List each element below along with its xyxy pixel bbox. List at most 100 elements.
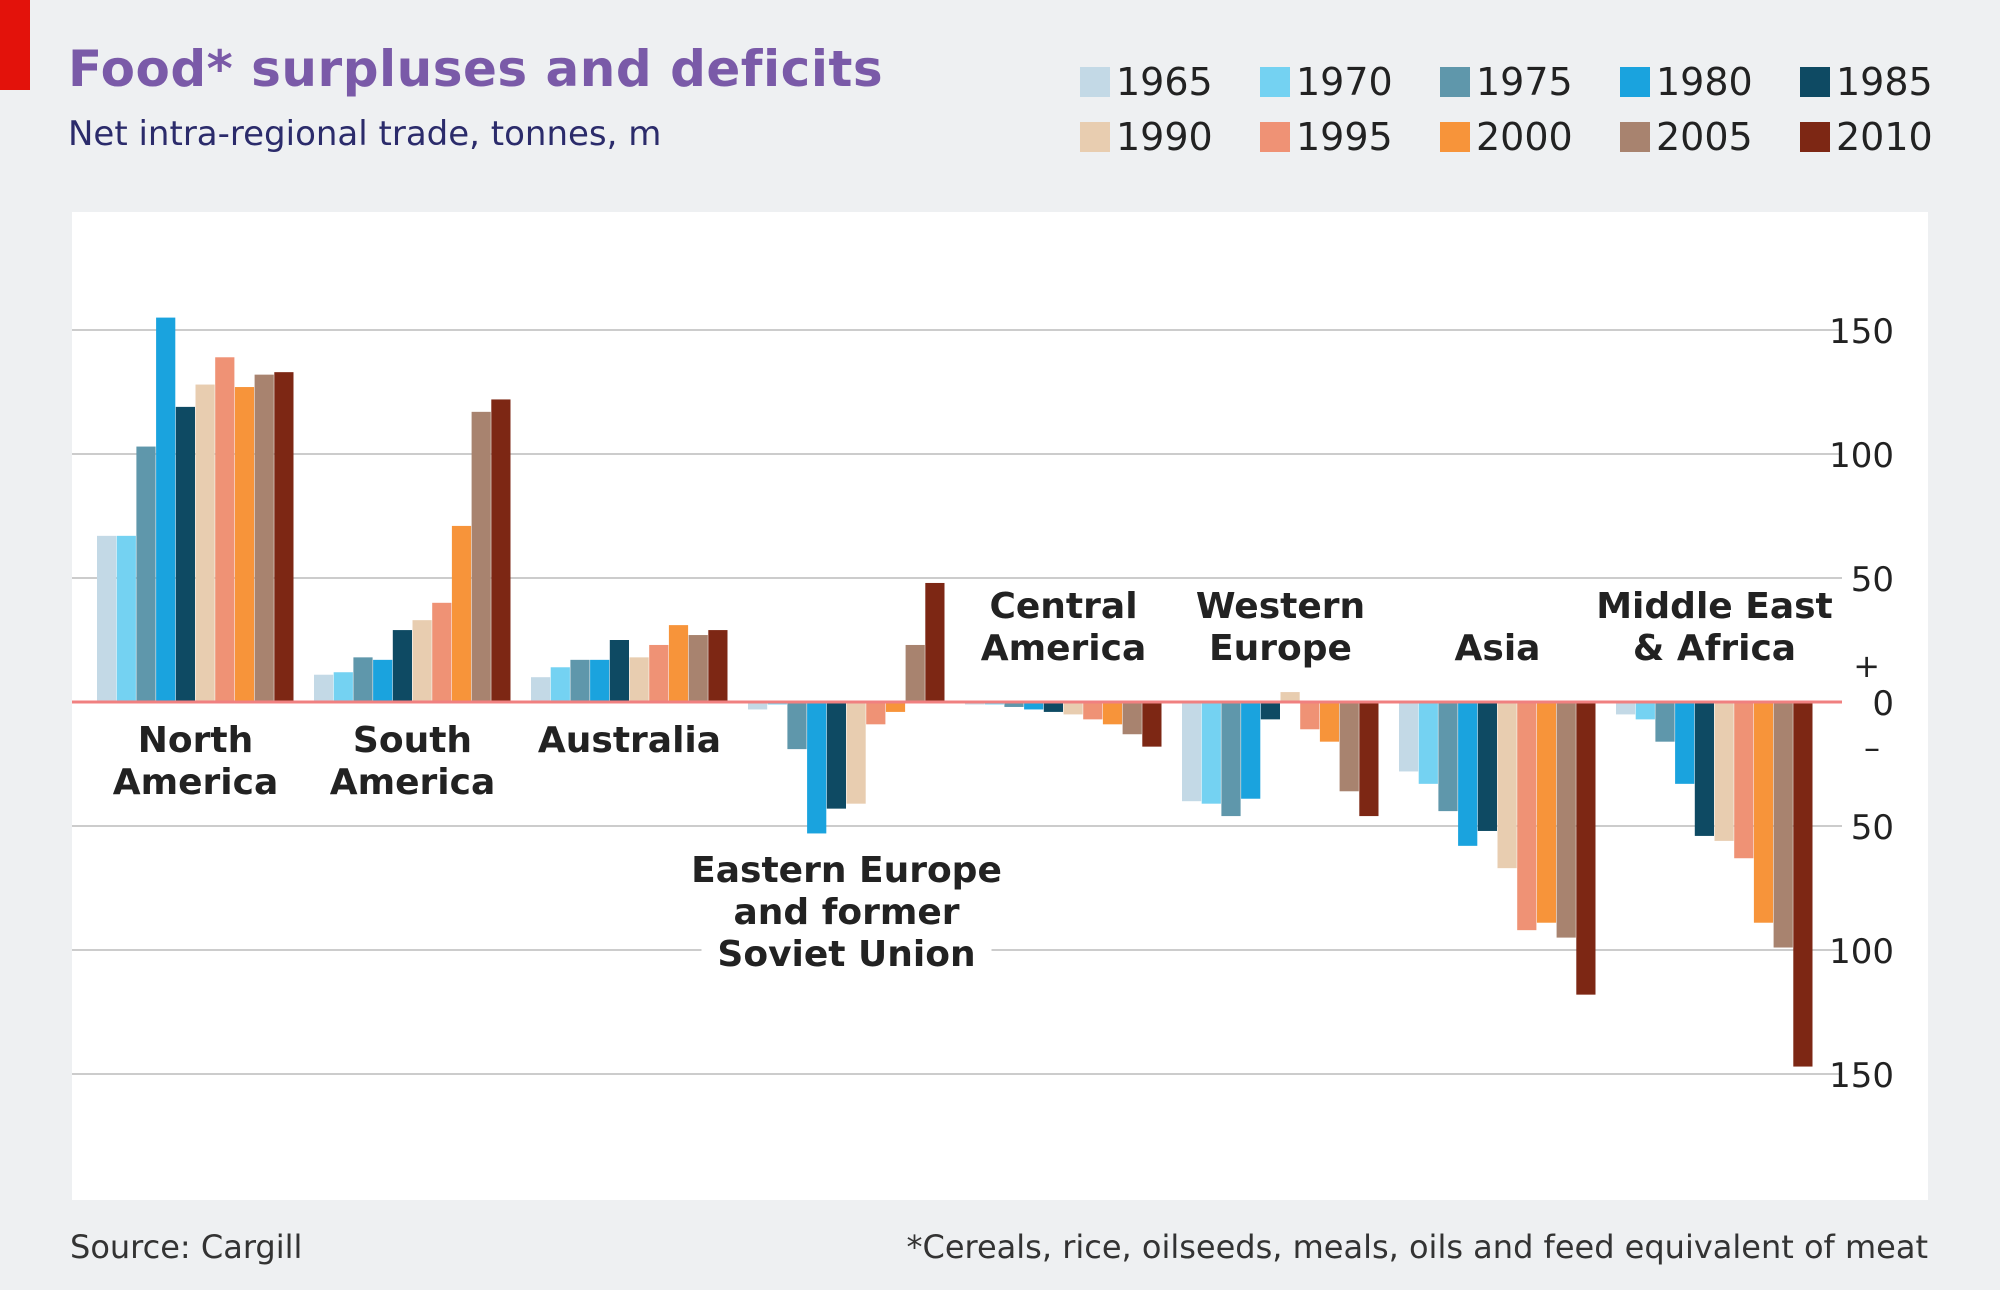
bar-1980 (590, 659, 610, 702)
legend-swatch (1440, 122, 1470, 152)
category-label-line: and former (733, 892, 959, 933)
bar-1995 (866, 702, 886, 725)
bar-1965 (314, 674, 334, 702)
y-tick-label: 50 (1851, 808, 1894, 848)
bar-1980 (1675, 702, 1695, 784)
legend-swatch (1260, 122, 1290, 152)
legend-item-1965: 1965 (1080, 60, 1213, 104)
category-label: South America (330, 720, 496, 803)
bar-2005 (254, 374, 274, 702)
bar-2005 (1773, 702, 1793, 948)
legend-swatch (1800, 67, 1830, 97)
legend-item-1980: 1980 (1620, 60, 1753, 104)
category-label: Central America (981, 586, 1147, 669)
category-label-line: Soviet Union (717, 934, 975, 975)
bar-2000 (885, 702, 906, 712)
legend-label: 1995 (1296, 115, 1393, 159)
negative-marker: – (1864, 729, 1880, 767)
bar-1990 (412, 620, 432, 702)
bar-1985 (826, 702, 846, 809)
bar-1990 (1497, 702, 1517, 869)
legend-label: 2000 (1476, 115, 1573, 159)
bar-2005 (1556, 702, 1576, 938)
bar-1980 (1241, 702, 1261, 799)
legend-label: 2010 (1836, 115, 1933, 159)
bar-1990 (1714, 702, 1734, 841)
category-label-line: Asia (1455, 628, 1541, 669)
bar-1985 (1694, 702, 1714, 836)
legend-swatch (1620, 67, 1650, 97)
category-label: Western Europe (1196, 586, 1365, 669)
bar-1990 (846, 702, 866, 804)
bar-1975 (570, 659, 590, 702)
category-label-line: Europe (1209, 628, 1352, 669)
bar-1990 (629, 657, 649, 702)
category-label-line: Australia (538, 720, 721, 761)
bar-1980 (807, 702, 827, 834)
category-label: Eastern Europe and former Soviet Union (691, 850, 1002, 975)
bar-2000 (451, 525, 472, 702)
positive-marker: + (1853, 647, 1880, 685)
legend-item-2005: 2005 (1620, 115, 1753, 159)
bar-2000 (1319, 702, 1340, 742)
chart-subtitle: Net intra-regional trade, tonnes, m (68, 114, 662, 154)
y-tick-label: 100 (1829, 436, 1894, 476)
bar-1990 (1280, 692, 1300, 702)
bar-1970 (1418, 702, 1438, 784)
legend-item-1990: 1990 (1080, 115, 1213, 159)
legend-label: 1970 (1296, 60, 1393, 104)
bar-2010 (491, 399, 511, 702)
category-label: Asia (1455, 628, 1541, 669)
category-label-line: South (353, 720, 472, 761)
bar-1985 (392, 630, 412, 702)
bar-1965 (97, 535, 117, 702)
legend-swatch (1080, 122, 1110, 152)
label-backdrop (701, 844, 992, 980)
bar-1980 (156, 317, 176, 702)
source-note: Source: Cargill (70, 1228, 303, 1266)
category-label-line: Middle East (1596, 586, 1833, 627)
y-tick-label: 150 (1829, 312, 1894, 352)
bar-1965 (748, 702, 768, 710)
legend-label: 1985 (1836, 60, 1933, 104)
legend-swatch (1080, 67, 1110, 97)
legend-label: 1965 (1116, 60, 1213, 104)
category-label: Middle East & Africa (1596, 586, 1833, 669)
bar-2000 (1753, 702, 1774, 923)
y-tick-label: 150 (1829, 1056, 1894, 1096)
bar-1975 (787, 702, 807, 750)
legend-item-1995: 1995 (1260, 115, 1393, 159)
legend-swatch (1800, 122, 1830, 152)
bar-1980 (373, 659, 393, 702)
category-label-line: & Africa (1633, 628, 1796, 669)
bar-1985 (1477, 702, 1497, 831)
legend-swatch (1440, 67, 1470, 97)
legend-item-1975: 1975 (1440, 60, 1573, 104)
bar-1990 (195, 384, 215, 702)
bar-1985 (1260, 702, 1280, 720)
category-label: Australia (538, 720, 721, 761)
category-label-line: America (330, 762, 496, 803)
legend-item-1970: 1970 (1260, 60, 1393, 104)
bar-1975 (1221, 702, 1241, 817)
bar-2000 (1102, 702, 1123, 725)
bar-2010 (925, 582, 945, 702)
category-label-line: Central (989, 586, 1137, 627)
y-tick-label: 0 (1872, 684, 1894, 724)
bar-2005 (1339, 702, 1359, 792)
category-label-line: America (113, 762, 279, 803)
category-label-line: Eastern Europe (691, 850, 1002, 891)
bar-1980 (1024, 702, 1044, 710)
brand-tab (0, 0, 30, 90)
bar-1970 (550, 667, 570, 702)
bar-1980 (1458, 702, 1478, 846)
bar-1975 (136, 446, 156, 702)
bar-1995 (1517, 702, 1537, 931)
bar-2010 (1142, 702, 1162, 747)
bar-1990 (1063, 702, 1083, 715)
legend-label: 1975 (1476, 60, 1573, 104)
bar-2005 (471, 411, 491, 702)
bar-1970 (333, 672, 353, 702)
bar-2005 (1122, 702, 1142, 735)
